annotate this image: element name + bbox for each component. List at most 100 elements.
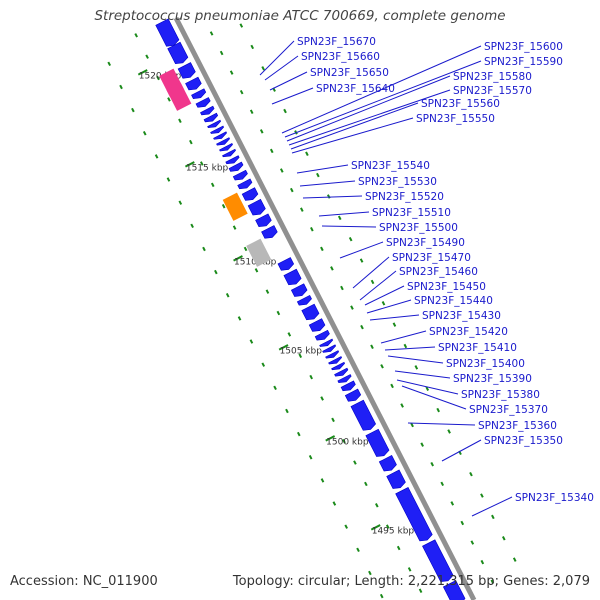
label-leader-line xyxy=(264,55,299,81)
gc-dot xyxy=(360,324,364,330)
gene-label: SPN23F_15400 xyxy=(446,358,525,370)
cds-arrow xyxy=(331,361,345,371)
gc-dot xyxy=(237,316,242,321)
label-leaders xyxy=(259,40,513,517)
gc-dot xyxy=(309,374,313,380)
cds-arrow xyxy=(365,428,390,457)
gc-dot xyxy=(178,200,183,205)
gc-dot xyxy=(276,310,281,316)
gc-dot xyxy=(261,66,265,71)
label-leader-line xyxy=(321,225,377,228)
gc-dot xyxy=(337,215,342,221)
gc-dot xyxy=(450,501,455,506)
cds-arrow xyxy=(222,148,236,158)
gene-label: SPN23F_15410 xyxy=(438,342,517,354)
gc-dot xyxy=(390,383,394,389)
cds-arrow xyxy=(203,112,219,123)
map-title: Streptococcus pneumoniae ATCC 700669, co… xyxy=(94,8,506,24)
gc-dot xyxy=(239,89,244,95)
gene-label: SPN23F_15570 xyxy=(453,85,532,97)
label-leader-line xyxy=(318,211,370,217)
cds-arrow xyxy=(219,143,233,152)
cds-arrow xyxy=(344,388,362,402)
gene-label: SPN23F_15640 xyxy=(316,83,395,95)
cds-arrow xyxy=(422,539,454,583)
cds-arrow xyxy=(314,329,330,341)
gene-label: SPN23F_15510 xyxy=(372,207,451,219)
backbone xyxy=(173,16,477,600)
gene-label: SPN23F_15450 xyxy=(407,281,486,293)
gc-dot xyxy=(480,493,484,498)
cds-arrow xyxy=(290,283,308,297)
gc-dot xyxy=(283,108,287,114)
gc-dot xyxy=(273,385,277,391)
label-leader-line xyxy=(387,355,444,364)
gene-label: SPN23F_15460 xyxy=(399,266,478,278)
gc-dot xyxy=(469,471,473,477)
label-leader-line xyxy=(288,89,451,146)
gc-dot xyxy=(154,154,159,159)
gc-dot xyxy=(326,194,331,199)
cds-arrow xyxy=(334,367,349,377)
gc-dot xyxy=(370,344,374,349)
gc-dot xyxy=(249,109,254,114)
gc-dot xyxy=(414,365,419,370)
gc-dot xyxy=(296,431,301,437)
gene-label: SPN23F_15600 xyxy=(484,41,563,53)
cds-arrow xyxy=(232,169,248,181)
gc-dot xyxy=(332,501,337,506)
gc-dot xyxy=(344,524,348,529)
gc-dot xyxy=(460,520,465,526)
gene-label: SPN23F_15370 xyxy=(469,404,548,416)
cds-arrow xyxy=(350,399,376,431)
label-leader-line xyxy=(290,102,419,150)
cds-arrow xyxy=(322,344,337,353)
label-leader-line xyxy=(471,496,513,517)
gc-dot xyxy=(480,559,485,565)
gc-dot xyxy=(219,50,224,56)
gc-dot xyxy=(145,54,149,59)
cds-arrow xyxy=(325,350,340,359)
gene-label: SPN23F_15440 xyxy=(414,295,493,307)
label-leader-line xyxy=(339,241,384,259)
cds-arrow xyxy=(277,257,295,271)
label-leader-line xyxy=(384,346,436,351)
cds-arrow xyxy=(237,178,253,190)
gene-label: SPN23F_15550 xyxy=(416,113,495,125)
gc-dot xyxy=(250,44,255,50)
label-leader-line xyxy=(291,117,414,154)
gc-dot xyxy=(470,540,475,545)
cds-arrow xyxy=(185,76,202,91)
gc-dot xyxy=(131,107,135,113)
cds-arrow xyxy=(328,356,343,365)
label-leader-line xyxy=(441,439,482,462)
label-leader-line xyxy=(359,270,397,301)
gene-label: SPN23F_15520 xyxy=(365,191,444,203)
cds-arrow xyxy=(228,161,244,172)
rna-feature-orange xyxy=(222,192,248,221)
gc-dot xyxy=(261,362,266,367)
label-leader-line xyxy=(296,164,349,174)
cds-arrow xyxy=(167,41,189,65)
gene-labels: SPN23F_15670 SPN23F_15660 SPN23F_15650 SPN2… xyxy=(297,36,594,504)
gene-label: SPN23F_15670 xyxy=(297,36,376,48)
cds-arrow xyxy=(395,487,433,542)
gc-dot xyxy=(331,417,335,423)
cds-arrow xyxy=(378,455,397,472)
gene-label: SPN23F_15430 xyxy=(422,310,501,322)
gc-dot xyxy=(119,84,123,90)
gc-dot xyxy=(200,161,204,166)
cds-arrow xyxy=(200,105,215,116)
label-leader-line xyxy=(302,195,363,199)
gc-dot xyxy=(320,396,324,401)
gene-label: SPN23F_15340 xyxy=(515,492,594,504)
gc-dot xyxy=(379,593,384,599)
gc-dot xyxy=(356,547,360,553)
tick-mark xyxy=(370,524,381,531)
gc-dot xyxy=(290,187,294,193)
cds-arrow xyxy=(301,303,320,321)
label-leader-line xyxy=(366,299,412,314)
tick-label: 1495 kbp xyxy=(372,526,415,536)
gene-label: SPN23F_15650 xyxy=(310,67,389,79)
